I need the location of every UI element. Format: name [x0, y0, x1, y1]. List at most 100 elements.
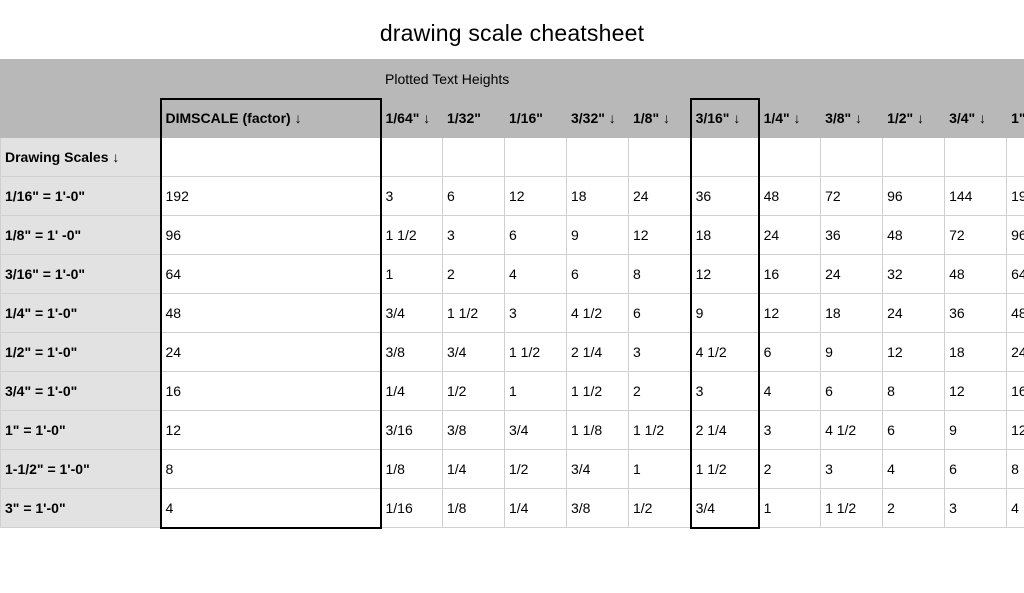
data-cell: 18: [945, 333, 1007, 372]
data-cell: 4: [1007, 489, 1024, 528]
data-cell: 18: [567, 177, 629, 216]
data-cell: 24: [821, 255, 883, 294]
row-label: 1/2" = 1'-0": [1, 333, 161, 372]
blank-cell: [945, 138, 1007, 177]
data-cell: 12: [883, 333, 945, 372]
data-cell: 1/2: [505, 450, 567, 489]
data-cell: 2 1/4: [567, 333, 629, 372]
data-cell: 3: [381, 177, 443, 216]
data-cell: 1 1/2: [505, 333, 567, 372]
data-cell: 8: [1007, 450, 1024, 489]
data-cell: 3/4: [691, 489, 759, 528]
data-cell: 12: [691, 255, 759, 294]
data-cell: 96: [1007, 216, 1024, 255]
data-cell: 1/8: [381, 450, 443, 489]
data-cell: 12: [759, 294, 821, 333]
data-cell: 48: [945, 255, 1007, 294]
row-label: 1/4" = 1'-0": [1, 294, 161, 333]
data-cell: 3: [691, 372, 759, 411]
data-cell: 16: [759, 255, 821, 294]
data-cell: 1 1/2: [629, 411, 691, 450]
data-cell: 6: [505, 216, 567, 255]
col-header-5: 3/16" ↓: [691, 99, 759, 138]
data-cell: 3/8: [381, 333, 443, 372]
data-cell: 3/8: [443, 411, 505, 450]
data-cell: 6: [883, 411, 945, 450]
blank-cell: [443, 138, 505, 177]
data-cell: 192: [1007, 177, 1024, 216]
data-cell: 1: [759, 489, 821, 528]
col-header-7: 3/8" ↓: [821, 99, 883, 138]
data-cell: 16: [1007, 372, 1024, 411]
data-cell: 24: [1007, 333, 1024, 372]
blank-cell: [161, 138, 381, 177]
dimscale-cell: 16: [161, 372, 381, 411]
row-label: 3" = 1'-0": [1, 489, 161, 528]
data-cell: 6: [443, 177, 505, 216]
data-cell: 36: [821, 216, 883, 255]
col-header-0: 1/64" ↓: [381, 99, 443, 138]
data-cell: 6: [759, 333, 821, 372]
data-cell: 2: [759, 450, 821, 489]
data-cell: 9: [945, 411, 1007, 450]
data-cell: 3/8: [567, 489, 629, 528]
blank-cell: [567, 138, 629, 177]
data-cell: 4 1/2: [691, 333, 759, 372]
header-blank-2: [161, 60, 381, 99]
table-row: 1/8" = 1' -0"961 1/236912182436487296: [1, 216, 1024, 255]
data-cell: 3/4: [381, 294, 443, 333]
data-cell: 3: [443, 216, 505, 255]
col-header-1: 1/32": [443, 99, 505, 138]
row-label: 1/8" = 1' -0": [1, 216, 161, 255]
data-cell: 2 1/4: [691, 411, 759, 450]
blank-cell: [629, 138, 691, 177]
data-cell: 2: [883, 489, 945, 528]
data-cell: 1: [381, 255, 443, 294]
data-cell: 24: [629, 177, 691, 216]
blank-cell: [883, 138, 945, 177]
data-cell: 1 1/2: [821, 489, 883, 528]
data-cell: 3/4: [505, 411, 567, 450]
dimscale-cell: 24: [161, 333, 381, 372]
blank-cell: [821, 138, 883, 177]
data-cell: 3/4: [567, 450, 629, 489]
row-label: 3/16" = 1'-0": [1, 255, 161, 294]
dimscale-cell: 8: [161, 450, 381, 489]
col-header-6: 1/4" ↓: [759, 99, 821, 138]
data-cell: 9: [691, 294, 759, 333]
blank-cell: [381, 138, 443, 177]
data-cell: 12: [505, 177, 567, 216]
data-cell: 18: [821, 294, 883, 333]
table-row: 1-1/2" = 1'-0"81/81/41/23/411 1/223468: [1, 450, 1024, 489]
data-cell: 36: [945, 294, 1007, 333]
col-header-3: 3/32" ↓: [567, 99, 629, 138]
data-cell: 6: [821, 372, 883, 411]
data-cell: 1: [505, 372, 567, 411]
page-title: drawing scale cheatsheet: [0, 20, 1024, 47]
table-row: 3/4" = 1'-0"161/41/211 1/2234681216: [1, 372, 1024, 411]
data-cell: 1/2: [443, 372, 505, 411]
dimscale-header: DIMSCALE (factor) ↓: [161, 99, 381, 138]
data-cell: 1 1/8: [567, 411, 629, 450]
scale-table: Plotted Text Heights DIMSCALE (factor) ↓…: [0, 59, 1024, 529]
row-label: 3/4" = 1'-0": [1, 372, 161, 411]
row-label: 1-1/2" = 1'-0": [1, 450, 161, 489]
col-header-8: 1/2" ↓: [883, 99, 945, 138]
col-header-9: 3/4" ↓: [945, 99, 1007, 138]
dimscale-cell: 96: [161, 216, 381, 255]
data-cell: 32: [883, 255, 945, 294]
data-cell: 8: [883, 372, 945, 411]
data-cell: 3: [945, 489, 1007, 528]
data-cell: 144: [945, 177, 1007, 216]
data-cell: 48: [883, 216, 945, 255]
drawing-scales-label: Drawing Scales ↓: [1, 138, 161, 177]
data-cell: 72: [821, 177, 883, 216]
col-header-10: 1" ↓: [1007, 99, 1024, 138]
data-cell: 1/16: [381, 489, 443, 528]
data-cell: 1 1/2: [443, 294, 505, 333]
data-cell: 1/4: [443, 450, 505, 489]
data-cell: 3: [505, 294, 567, 333]
data-cell: 9: [821, 333, 883, 372]
data-cell: 48: [1007, 294, 1024, 333]
data-cell: 1/4: [381, 372, 443, 411]
